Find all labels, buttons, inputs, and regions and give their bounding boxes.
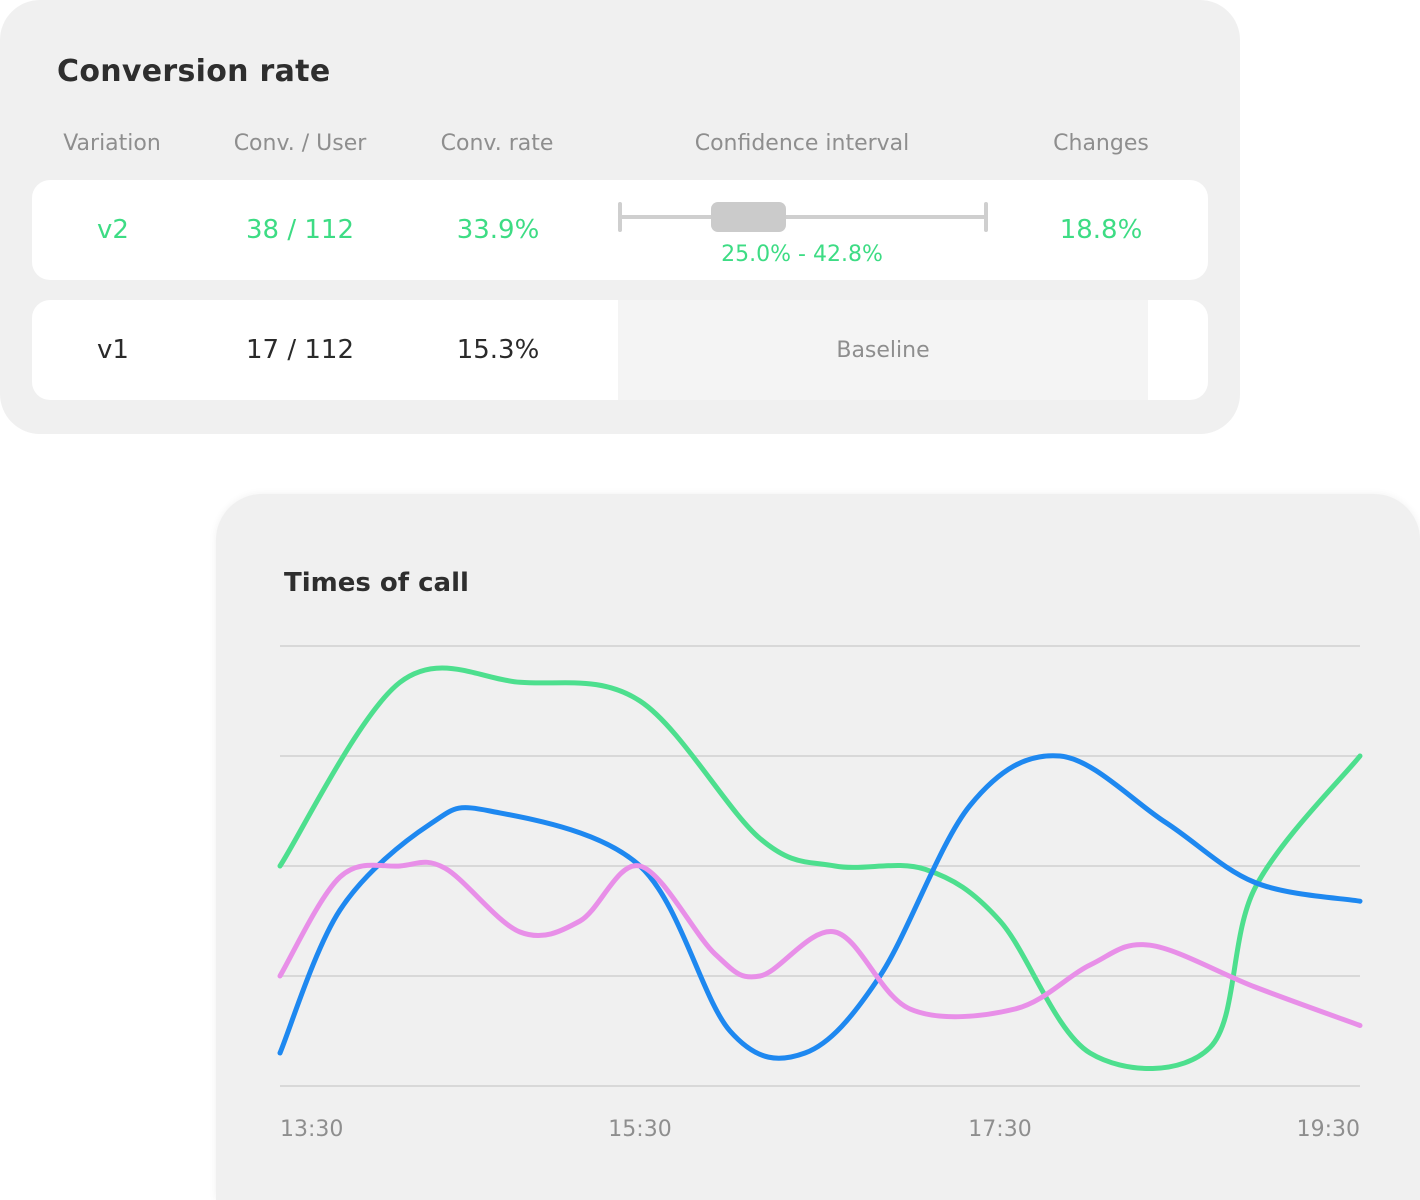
line-chart: 13:30 15:30 17:30 19:30: [277, 645, 1363, 1142]
conv-user-value: 17 / 112: [246, 335, 354, 365]
conversion-title: Conversion rate: [57, 54, 331, 89]
x-tick-label: 17:30: [968, 1117, 1031, 1142]
table-row-v2[interactable]: v2 38 / 112 33.9% 25.0% - 42.8% 18.8%: [32, 180, 1208, 280]
header-changes: Changes: [1053, 131, 1149, 156]
conv-rate-value: 15.3%: [456, 335, 540, 365]
header-variation: Variation: [63, 131, 161, 156]
confidence-interval-axis: [620, 215, 988, 219]
variation-name: v1: [97, 335, 129, 365]
variation-name: v2: [97, 215, 129, 245]
chart-title: Times of call: [284, 568, 469, 598]
conv-rate-value: 33.9%: [456, 215, 540, 245]
series-line-2: [277, 753, 1363, 1061]
baseline-cell: Baseline: [618, 300, 1148, 400]
x-tick-label: 19:30: [1297, 1117, 1360, 1142]
header-conv-user: Conv. / User: [233, 131, 367, 156]
x-tick-label: 15:30: [608, 1117, 671, 1142]
baseline-label: Baseline: [836, 337, 930, 363]
table-row-v1[interactable]: v1 17 / 112 15.3% Baseline: [32, 300, 1208, 400]
confidence-interval-right-cap: [984, 202, 988, 232]
header-confidence-interval: Confidence interval: [694, 131, 910, 156]
times-of-call-card: Times of call 13:30 15:30 17:30 19:30: [216, 494, 1420, 1200]
confidence-interval-text: 25.0% - 42.8%: [721, 242, 883, 267]
series-line-3: [277, 859, 1363, 1028]
change-value: 18.8%: [1059, 215, 1143, 245]
confidence-interval-range-bar: [711, 202, 786, 232]
conversion-rate-card: Conversion rate Variation Conv. / User C…: [0, 0, 1240, 434]
conv-user-value: 38 / 112: [246, 215, 354, 245]
header-conv-rate: Conv. rate: [440, 131, 554, 156]
confidence-interval-left-cap: [618, 202, 622, 232]
x-tick-label: 13:30: [280, 1117, 343, 1142]
series-line-1: [277, 665, 1363, 1071]
